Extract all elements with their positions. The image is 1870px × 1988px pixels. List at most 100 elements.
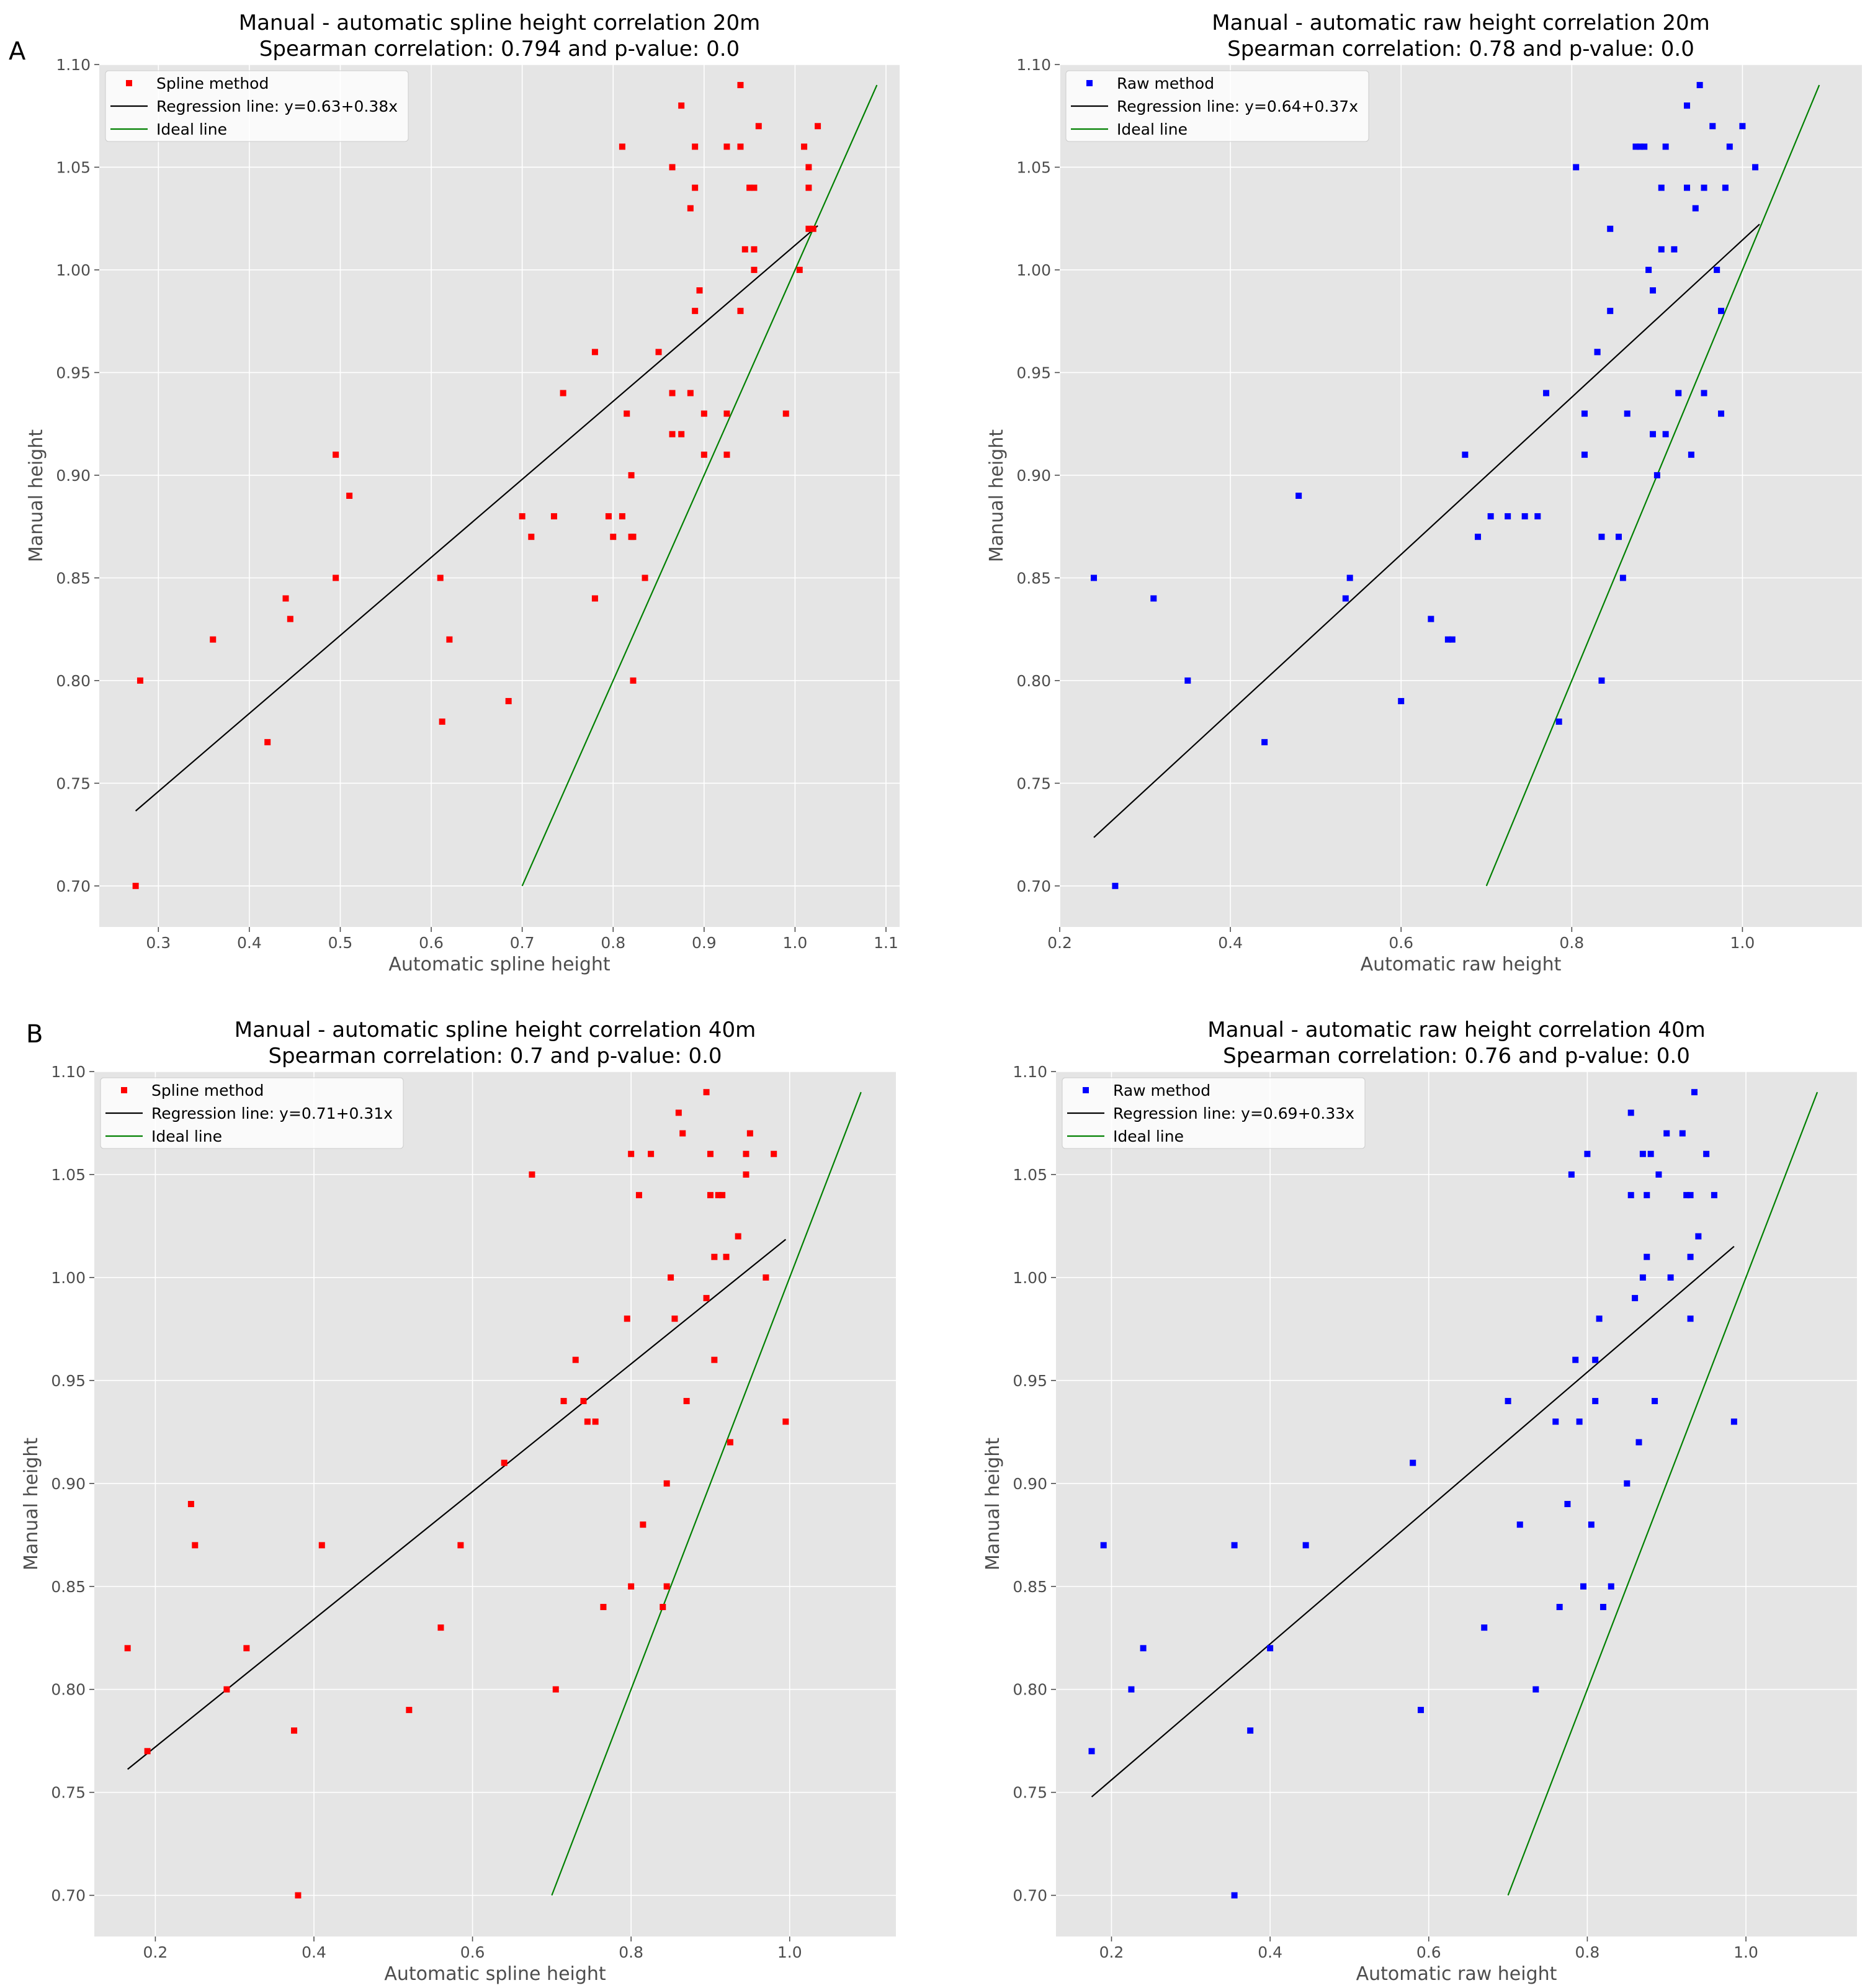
- y-tick-label: 0.90: [1016, 467, 1051, 485]
- data-point: [743, 1171, 749, 1178]
- data-point: [1722, 184, 1729, 191]
- y-axis-label: Manual height: [20, 1438, 42, 1570]
- data-point: [1662, 431, 1669, 437]
- data-point: [1679, 1130, 1686, 1137]
- chart-title: Manual - automatic spline height correla…: [235, 1018, 756, 1042]
- data-point: [1592, 1398, 1599, 1405]
- data-point: [591, 349, 598, 356]
- data-point: [755, 123, 762, 130]
- regression-line: [135, 225, 818, 812]
- chart-spline-40m: Manual - automatic spline height correla…: [20, 1018, 896, 1985]
- legend-label: Ideal line: [1117, 120, 1188, 138]
- legend-label: Regression line: y=0.69+0.33x: [1113, 1104, 1354, 1122]
- plot-area: [99, 65, 900, 927]
- data-point: [1752, 164, 1759, 171]
- legend: Raw method Regression line: y=0.69+0.33x I…: [1062, 1077, 1366, 1149]
- data-point: [136, 677, 143, 684]
- data-point: [737, 143, 744, 150]
- y-tick-label: 0.80: [51, 1681, 86, 1699]
- y-tick-label: 0.85: [56, 569, 91, 587]
- data-point: [1184, 677, 1191, 684]
- data-point: [1521, 513, 1528, 520]
- x-tick-label: 0.2: [1047, 934, 1072, 952]
- data-point: [1684, 184, 1691, 191]
- data-point: [751, 184, 758, 191]
- data-point: [671, 1315, 678, 1322]
- data-point: [1564, 1501, 1571, 1507]
- data-point: [287, 616, 293, 622]
- data-point: [192, 1542, 199, 1549]
- x-tick-label: 0.6: [460, 1943, 485, 1961]
- x-tick-label: 1.0: [1734, 1943, 1758, 1961]
- ideal-line: [551, 1091, 862, 1896]
- data-point: [1635, 1439, 1642, 1446]
- data-point: [1644, 1253, 1650, 1260]
- data-point: [1302, 1542, 1309, 1549]
- legend: Spline method Regression line: y=0.71+0.3…: [100, 1077, 404, 1149]
- data-point: [723, 143, 730, 150]
- data-point: [624, 1315, 630, 1322]
- data-point: [1663, 1130, 1670, 1137]
- data-point: [796, 266, 803, 273]
- legend-label: Spline method: [151, 1081, 264, 1099]
- data-point: [1627, 1109, 1634, 1116]
- data-point: [810, 225, 816, 232]
- data-point: [406, 1706, 413, 1713]
- ideal-line: [1485, 84, 1820, 887]
- legend-box: [1062, 1077, 1366, 1149]
- data-point: [560, 1398, 567, 1405]
- data-point: [683, 1398, 690, 1405]
- data-point: [1487, 513, 1494, 520]
- y-tick-label: 1.00: [1016, 261, 1051, 279]
- x-tick-label: 0.4: [302, 1943, 326, 1961]
- data-point: [1295, 493, 1302, 499]
- data-point: [687, 205, 694, 212]
- data-point: [1658, 246, 1665, 253]
- data-point: [446, 636, 453, 643]
- data-point: [1632, 143, 1639, 150]
- y-axis-label: Manual height: [25, 429, 47, 562]
- data-layer: [1091, 82, 1820, 889]
- data-point: [1645, 266, 1652, 273]
- data-point: [291, 1727, 298, 1734]
- data-point: [630, 534, 637, 540]
- data-point: [1739, 123, 1746, 130]
- data-point: [591, 595, 598, 602]
- chart-title: Manual - automatic raw height correlatio…: [1212, 11, 1709, 35]
- data-point: [715, 1192, 722, 1199]
- y-tick-label: 1.10: [1013, 1063, 1047, 1081]
- data-point: [437, 1624, 444, 1631]
- y-tick-label: 1.00: [56, 261, 91, 279]
- x-tick-label: 1.0: [783, 934, 808, 952]
- data-point: [1644, 1192, 1650, 1199]
- data-point: [678, 102, 685, 109]
- data-point: [584, 1418, 591, 1425]
- regression-line: [1093, 223, 1760, 838]
- panel-label-a: A: [9, 37, 26, 66]
- data-point: [630, 677, 637, 684]
- data-point: [1444, 636, 1451, 643]
- data-point: [628, 1150, 635, 1157]
- legend-marker: [1083, 1087, 1089, 1093]
- data-point: [707, 1192, 714, 1199]
- data-point: [1667, 1274, 1674, 1281]
- data-point: [295, 1892, 302, 1899]
- y-axis-label: Manual height: [986, 429, 1008, 562]
- data-point: [751, 266, 758, 273]
- y-tick-label: 0.70: [1016, 877, 1051, 895]
- x-tick-label: 0.4: [237, 934, 262, 952]
- data-layer: [1088, 1089, 1819, 1899]
- x-tick-label: 1.1: [874, 934, 898, 952]
- data-point: [735, 1233, 741, 1240]
- data-point: [1247, 1727, 1254, 1734]
- data-point: [642, 575, 648, 581]
- data-point: [737, 308, 744, 315]
- data-point: [763, 1274, 769, 1281]
- y-tick-label: 1.05: [56, 158, 91, 176]
- data-point: [1150, 595, 1157, 602]
- data-point: [723, 451, 730, 458]
- legend-marker: [121, 1087, 127, 1093]
- data-point: [1481, 1624, 1488, 1631]
- data-point: [663, 1583, 670, 1590]
- y-tick-label: 0.75: [56, 774, 91, 792]
